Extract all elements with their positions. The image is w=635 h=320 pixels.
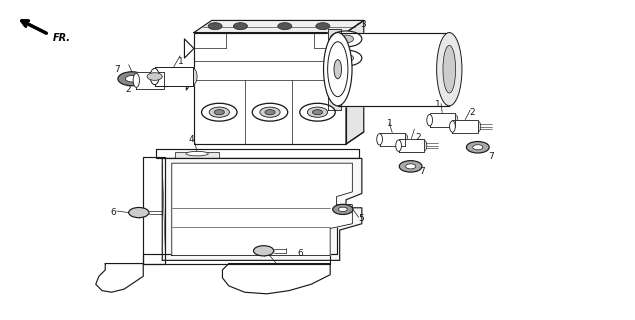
Circle shape bbox=[330, 50, 362, 66]
Ellipse shape bbox=[475, 121, 481, 132]
Polygon shape bbox=[380, 132, 405, 146]
Circle shape bbox=[312, 110, 323, 115]
Polygon shape bbox=[222, 264, 330, 294]
Text: 2: 2 bbox=[469, 108, 475, 117]
Text: 4: 4 bbox=[189, 135, 194, 144]
Polygon shape bbox=[338, 33, 450, 106]
Text: 2: 2 bbox=[125, 85, 131, 94]
Circle shape bbox=[278, 23, 291, 30]
Circle shape bbox=[209, 107, 229, 117]
Text: 1: 1 bbox=[387, 119, 392, 128]
Polygon shape bbox=[311, 204, 337, 254]
Text: 7: 7 bbox=[420, 167, 425, 176]
Circle shape bbox=[333, 204, 353, 214]
Polygon shape bbox=[144, 157, 166, 264]
Ellipse shape bbox=[328, 42, 348, 97]
Circle shape bbox=[234, 23, 248, 30]
Ellipse shape bbox=[334, 60, 342, 79]
Polygon shape bbox=[163, 158, 362, 260]
Text: 7: 7 bbox=[114, 65, 120, 74]
Circle shape bbox=[338, 207, 347, 212]
Polygon shape bbox=[430, 114, 455, 127]
Polygon shape bbox=[144, 254, 330, 264]
Text: 1: 1 bbox=[436, 100, 441, 109]
Polygon shape bbox=[175, 152, 219, 158]
Polygon shape bbox=[194, 33, 346, 144]
Polygon shape bbox=[155, 67, 192, 86]
Text: 6: 6 bbox=[297, 249, 303, 258]
Ellipse shape bbox=[186, 151, 208, 156]
Ellipse shape bbox=[402, 134, 408, 145]
Circle shape bbox=[265, 110, 275, 115]
Circle shape bbox=[208, 23, 222, 30]
Ellipse shape bbox=[437, 33, 462, 106]
Ellipse shape bbox=[377, 134, 382, 145]
Circle shape bbox=[118, 72, 146, 86]
Circle shape bbox=[126, 76, 138, 82]
Polygon shape bbox=[184, 39, 194, 58]
Ellipse shape bbox=[396, 140, 401, 151]
Ellipse shape bbox=[161, 73, 168, 87]
Polygon shape bbox=[453, 120, 478, 133]
Circle shape bbox=[330, 31, 362, 47]
Polygon shape bbox=[194, 20, 364, 33]
Circle shape bbox=[406, 164, 416, 169]
Ellipse shape bbox=[443, 45, 456, 93]
Ellipse shape bbox=[452, 115, 458, 126]
Circle shape bbox=[129, 207, 149, 218]
Circle shape bbox=[253, 246, 274, 256]
Text: 7: 7 bbox=[488, 152, 494, 161]
Ellipse shape bbox=[188, 68, 197, 85]
Ellipse shape bbox=[450, 121, 455, 132]
Polygon shape bbox=[399, 139, 424, 152]
Polygon shape bbox=[172, 163, 352, 256]
Circle shape bbox=[307, 107, 328, 117]
Text: 3: 3 bbox=[360, 20, 366, 29]
Circle shape bbox=[201, 103, 237, 121]
Text: FR.: FR. bbox=[53, 33, 70, 43]
Text: 6: 6 bbox=[110, 208, 116, 217]
Ellipse shape bbox=[323, 33, 352, 106]
Text: 5: 5 bbox=[359, 214, 364, 223]
Ellipse shape bbox=[427, 115, 432, 126]
Polygon shape bbox=[156, 149, 359, 158]
Text: 2: 2 bbox=[416, 133, 422, 142]
Circle shape bbox=[260, 107, 280, 117]
Polygon shape bbox=[96, 264, 144, 292]
Ellipse shape bbox=[421, 140, 427, 151]
Circle shape bbox=[147, 73, 163, 80]
Polygon shape bbox=[137, 72, 164, 89]
Ellipse shape bbox=[150, 68, 159, 85]
Circle shape bbox=[338, 35, 354, 43]
Circle shape bbox=[214, 110, 224, 115]
Polygon shape bbox=[346, 20, 364, 144]
Circle shape bbox=[338, 54, 354, 62]
Circle shape bbox=[399, 161, 422, 172]
Circle shape bbox=[472, 145, 483, 150]
Ellipse shape bbox=[133, 73, 140, 87]
Polygon shape bbox=[186, 71, 194, 90]
Circle shape bbox=[466, 141, 489, 153]
Circle shape bbox=[300, 103, 335, 121]
Circle shape bbox=[252, 103, 288, 121]
Polygon shape bbox=[328, 29, 341, 109]
Text: 1: 1 bbox=[178, 57, 184, 66]
Circle shape bbox=[316, 23, 330, 30]
